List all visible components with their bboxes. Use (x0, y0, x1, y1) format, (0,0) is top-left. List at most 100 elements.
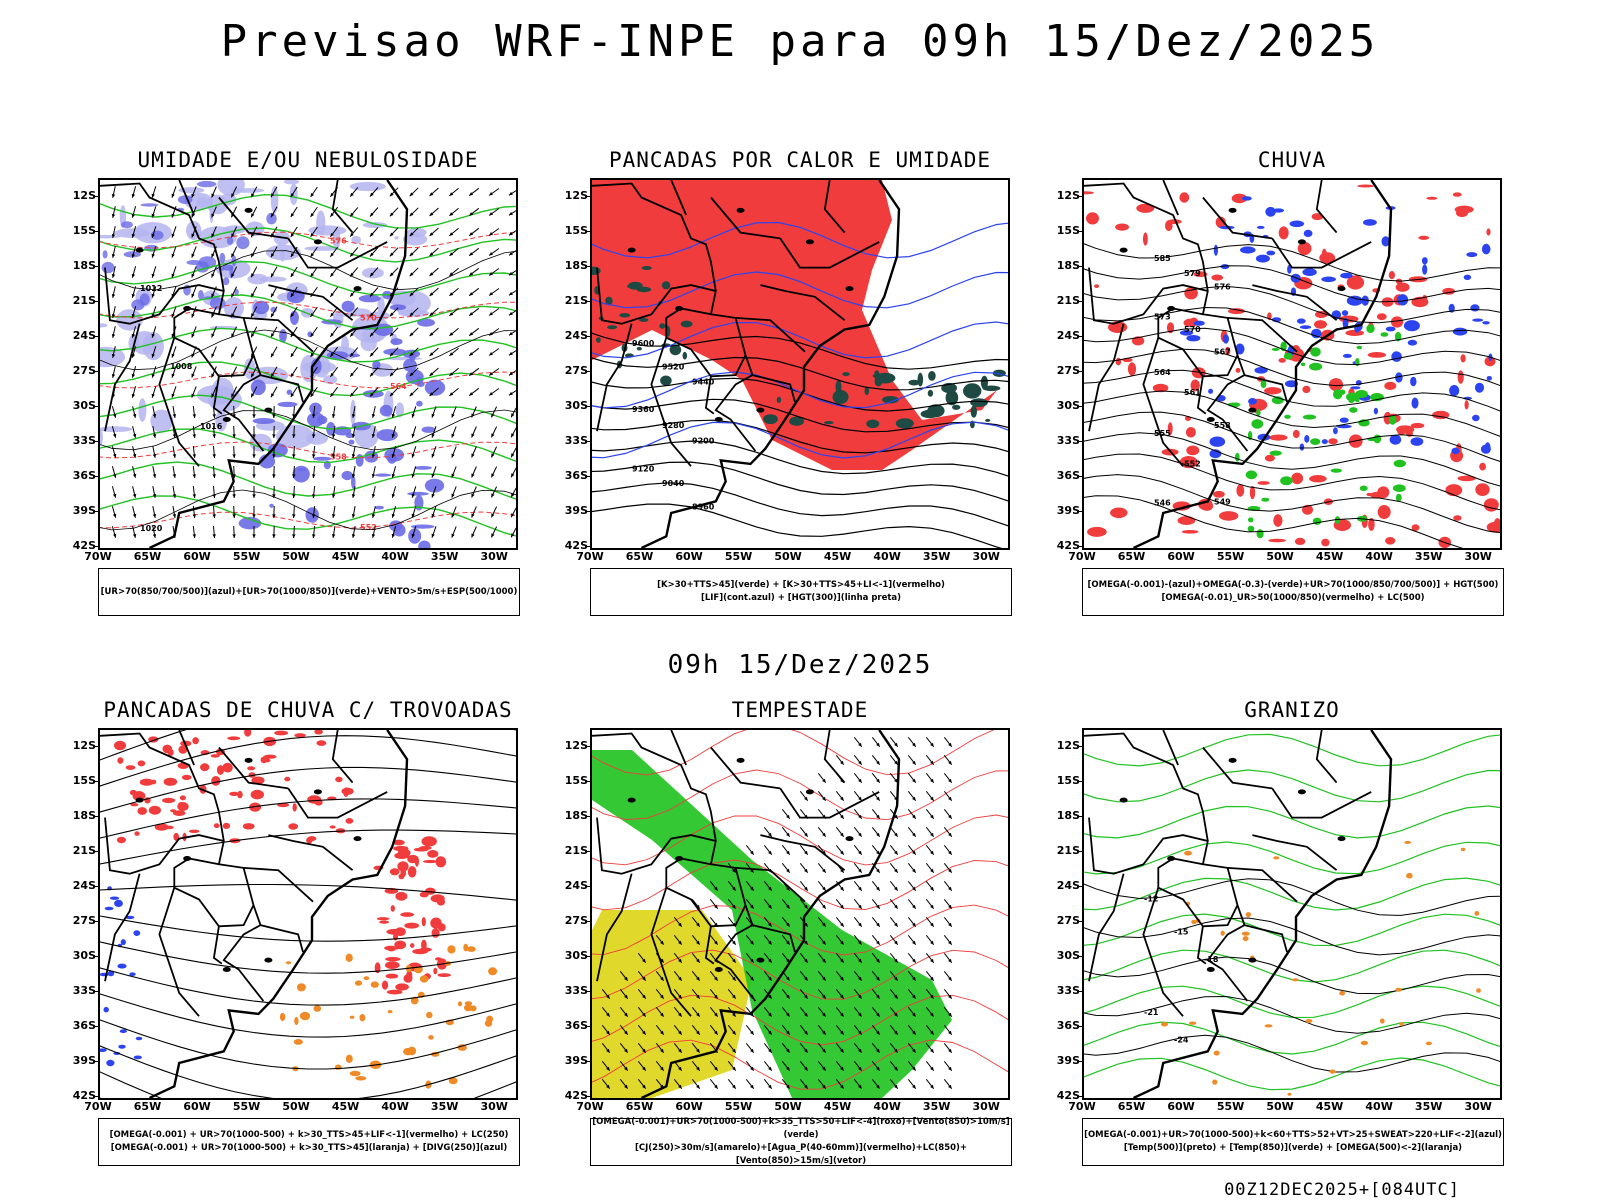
field-cell (1464, 400, 1469, 410)
border-line (1142, 887, 1184, 1017)
lat-tick-label: 24S (564, 878, 588, 892)
wind-arrowhead (251, 193, 255, 198)
wind-arrowhead (409, 272, 414, 277)
field-cell (100, 1048, 107, 1052)
wind-arrowhead (822, 1012, 826, 1017)
wind-arrowhead (912, 1012, 916, 1017)
lon-tick-label: 55W (1216, 550, 1245, 563)
contour-label: 1020 (140, 524, 163, 533)
wind-arrowhead (678, 1030, 682, 1035)
field-cell (410, 943, 415, 948)
wind-arrowhead (894, 778, 898, 783)
map-panel-trovoadas (98, 728, 518, 1100)
wind-arrowhead (732, 1012, 736, 1017)
wind-arrowhead (211, 373, 215, 378)
wind-arrowhead (449, 272, 454, 276)
field-cell (970, 398, 988, 407)
lon-tick-label: 60W (675, 1100, 703, 1113)
field-cell (419, 891, 429, 898)
wind-arrowhead (151, 333, 155, 338)
lake (805, 239, 814, 245)
wind-arrowhead (912, 796, 916, 801)
field-cell (222, 762, 233, 773)
legend-line: [Temp(500)](preto) + [Temp(850)](verde) … (1123, 1143, 1463, 1153)
lake (1167, 856, 1176, 862)
wind-arrowhead (660, 1030, 664, 1035)
field-cell (1355, 397, 1360, 403)
wind-arrowhead (660, 1012, 664, 1017)
field-cell (1493, 518, 1500, 531)
lat-tick-label: 27S (1056, 913, 1080, 927)
field-cell (1264, 1024, 1273, 1028)
wind-arrowhead (930, 778, 934, 783)
wind-arrowhead (678, 1084, 682, 1089)
wind-arrowhead (714, 1030, 718, 1035)
wind-arrowhead (948, 814, 952, 819)
lat-tick-label: 21S (72, 293, 96, 307)
wind-arrowhead (768, 832, 772, 837)
wind-arrowhead (786, 1012, 790, 1017)
field-cell (285, 961, 292, 965)
lon-tick-label: 45W (331, 1100, 360, 1113)
field-cell (1460, 354, 1466, 363)
wind-arrowhead (948, 742, 952, 747)
wind-arrowhead (894, 1048, 898, 1053)
border-line (100, 182, 265, 452)
lat-tick-label: 30S (1056, 948, 1080, 962)
field-cell (308, 225, 347, 236)
lat-tick (93, 815, 98, 817)
border-line (1202, 746, 1273, 790)
field-cell (216, 765, 225, 775)
wind-arrowhead (786, 1048, 790, 1053)
wind-arrowhead (858, 814, 862, 819)
wind-arrowhead (471, 453, 475, 458)
contour-label: -15 (1174, 928, 1189, 937)
page-title: Previsao WRF-INPE para 09h 15/Dez/2025 (220, 16, 1380, 67)
lake (1119, 247, 1128, 253)
field-cell (985, 418, 991, 422)
contour-line (1084, 285, 1500, 324)
field-cell (1302, 414, 1317, 420)
wind-arrowhead (411, 453, 415, 458)
lake (736, 757, 745, 763)
wind-arrowhead (491, 473, 495, 478)
lon-tick-label: 60W (183, 1100, 211, 1113)
field-cell (1228, 308, 1245, 315)
field-cell (1110, 507, 1128, 519)
field-cell (414, 466, 432, 470)
field-cell (1346, 295, 1363, 306)
field-cell (1406, 872, 1413, 879)
wind-arrowhead (876, 904, 880, 909)
wind-arrowhead (804, 940, 808, 945)
wind-arrowhead (312, 494, 316, 498)
field-cell (1292, 978, 1299, 982)
wind-arrowhead (371, 474, 376, 478)
lat-tick (93, 885, 98, 887)
field-cell (1381, 236, 1390, 247)
wind-arrowhead (113, 493, 117, 498)
border-line (287, 787, 388, 819)
legend-pancadas_calor: [K>30+TTS>45](verde) + [K>30+TTS>45+LI<-… (590, 568, 1012, 616)
legend-chuva: [OMEGA(-0.001)-(azul)+OMEGA(-0.3)-(verde… (1082, 568, 1504, 616)
field-cell (102, 250, 108, 259)
contour-line (592, 482, 1008, 527)
contour-line (592, 371, 1008, 409)
lon-tick-label: 65W (133, 550, 162, 563)
wind-arrowhead (511, 433, 515, 438)
field-cell (1179, 456, 1198, 469)
legend-line: [LIF](cont.azul) + [HGT(300)](linha pret… (700, 593, 902, 603)
contour-line (1084, 1057, 1500, 1091)
wind-arrowhead (858, 976, 862, 981)
wind-arrowhead (231, 193, 235, 198)
wind-arrowhead (732, 994, 736, 999)
wind-arrowhead (912, 778, 916, 783)
wind-arrowhead (351, 434, 356, 438)
wind-arrowhead (678, 958, 682, 963)
field-cell (484, 1019, 493, 1027)
border-line (260, 924, 304, 953)
border-line (243, 867, 314, 903)
streamline (100, 735, 516, 787)
field-cell (100, 426, 133, 433)
contour-line (1084, 327, 1500, 366)
geography (1084, 180, 1393, 548)
